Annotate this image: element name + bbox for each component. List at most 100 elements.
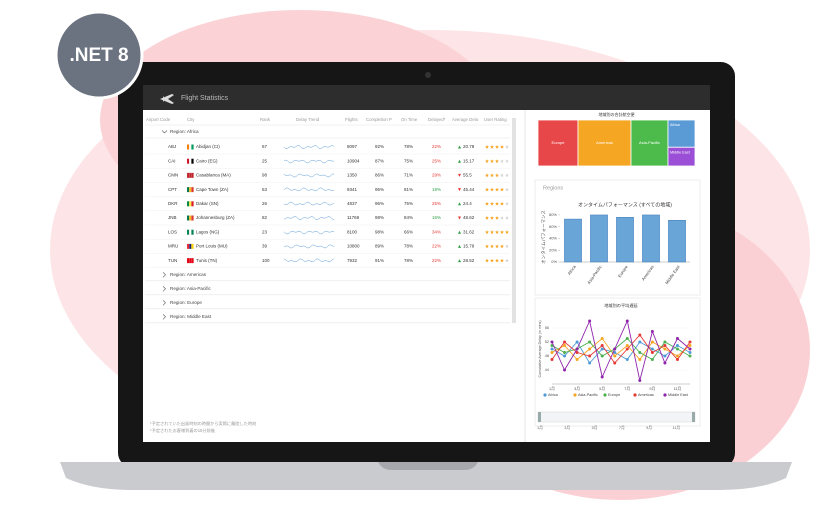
airport-code: JNB (168, 215, 177, 220)
flag-stripe (191, 172, 194, 178)
star (490, 201, 494, 206)
flag-stripe (189, 187, 192, 193)
point (575, 351, 579, 354)
on-time: 78% (404, 244, 413, 249)
delayed: 22% (432, 144, 441, 149)
treemap-tile (577, 119, 632, 167)
on-time: 78% (404, 258, 413, 263)
tile-label: Americas (596, 140, 613, 145)
sparkline (283, 173, 335, 178)
line-panel (534, 297, 701, 427)
star (495, 187, 499, 192)
airport-code: LOS (168, 229, 177, 234)
star (495, 173, 499, 178)
trend-arrow (458, 216, 461, 220)
column-header: Flights (345, 117, 358, 122)
airport-code: TUN (168, 258, 177, 263)
average-delay: 20.78 (463, 144, 475, 149)
sparkline (283, 230, 335, 235)
y-tick-label: 40% (549, 236, 557, 241)
rank: 25 (262, 158, 268, 163)
point (625, 337, 629, 340)
flights: 9341 (347, 187, 358, 192)
column-header: Airport Code (146, 117, 171, 122)
series-line (551, 334, 691, 364)
chevron (162, 314, 166, 320)
point (563, 344, 567, 347)
flights: 10800 (347, 244, 360, 249)
star (500, 216, 504, 220)
star (500, 173, 504, 178)
laptop-base (60, 462, 792, 490)
star (505, 159, 509, 163)
star (495, 244, 499, 249)
average-delay: 48.62 (463, 215, 475, 220)
legend-swatch (663, 393, 667, 397)
flag-stripe (191, 229, 194, 235)
range-handle[interactable] (692, 412, 695, 422)
point (625, 358, 629, 361)
rank: 53 (262, 187, 268, 192)
y-tick-label: 48 (545, 354, 549, 358)
flag-stripe (191, 201, 194, 207)
tile-label: Asia-Pacific (639, 140, 660, 145)
series-line (551, 337, 691, 361)
navigator-label: 7月 (619, 425, 625, 430)
point (638, 340, 642, 344)
rating (485, 187, 509, 192)
point (575, 358, 579, 361)
star (500, 187, 504, 192)
point (588, 361, 592, 365)
y-tick-label: 60% (549, 224, 557, 229)
on-time: 75% (404, 158, 413, 163)
column-header: Average Dela (452, 117, 479, 122)
star (495, 216, 499, 220)
group-label: Region: Africa (170, 129, 199, 134)
point (688, 344, 692, 347)
delayed: 16% (432, 215, 441, 220)
chart-title: 地域別の合計航空便 (599, 111, 635, 117)
point (600, 375, 604, 379)
point (638, 333, 642, 337)
flag-stripe (189, 215, 192, 221)
point (663, 354, 667, 358)
point (663, 340, 667, 344)
point (650, 358, 654, 361)
camera (425, 72, 431, 78)
column-header: Delayed* (428, 117, 446, 122)
group-label: Region: Middle East (170, 314, 212, 319)
point (638, 379, 642, 382)
star (485, 230, 489, 234)
flag-stripe (191, 158, 194, 164)
chevron (162, 300, 166, 306)
column-header: Completion P (366, 117, 392, 122)
point (663, 361, 667, 365)
completion: 96% (375, 201, 384, 206)
star (505, 145, 509, 149)
x-tick-label: 11月 (674, 386, 682, 391)
average-delay: 24.4 (463, 201, 472, 206)
flag-stripe (191, 187, 194, 193)
column-header: City (187, 117, 195, 122)
city: Casablanca (MA) (196, 173, 231, 178)
point (563, 340, 567, 344)
trend-arrow (458, 145, 461, 149)
flag-stripe (186, 158, 190, 164)
point (575, 347, 579, 351)
y-axis-label: Cumulative Average Delay (in mins) (538, 320, 542, 377)
legend-label: Americas (638, 393, 654, 397)
rating (485, 159, 509, 163)
range-handle[interactable] (538, 412, 541, 422)
rating (485, 216, 509, 220)
legend-label: Asia-Pacific (578, 393, 598, 397)
star (490, 159, 494, 163)
series-line (551, 337, 691, 361)
average-delay: 15.79 (463, 244, 475, 249)
sparkline (283, 187, 335, 192)
navigator-label: 9月 (646, 425, 652, 430)
point (688, 347, 692, 351)
legend-swatch (573, 393, 577, 397)
flag-stripe (191, 215, 194, 221)
star (495, 145, 499, 149)
